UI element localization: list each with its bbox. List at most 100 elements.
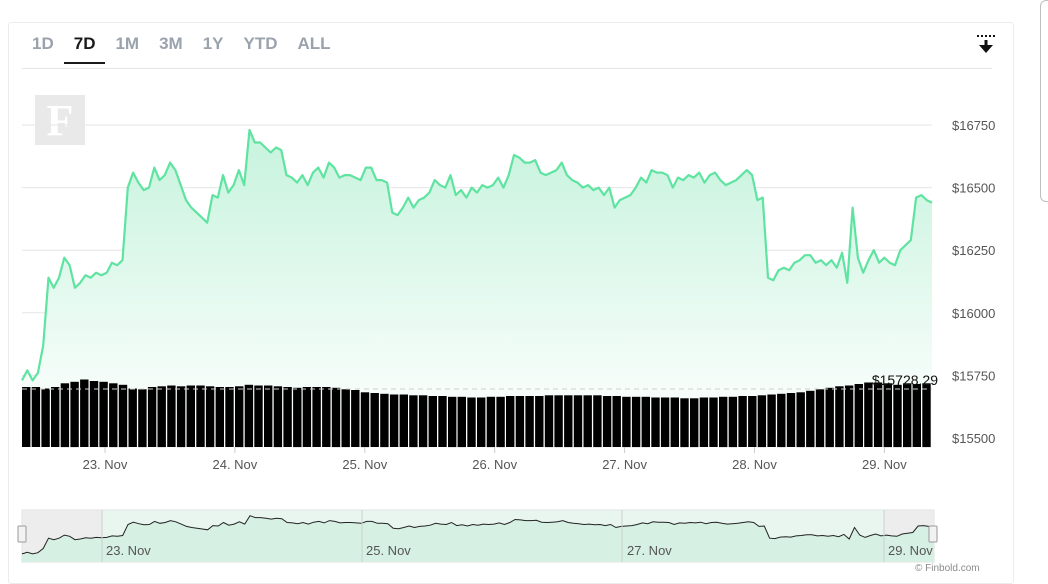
navigator-label: 29. Nov <box>888 543 933 558</box>
navigator-handle-left[interactable] <box>17 525 27 543</box>
volume-bar <box>680 398 689 448</box>
volume-bar <box>786 393 796 447</box>
volume-bar <box>641 396 650 448</box>
volume-bar <box>118 384 128 448</box>
side-panel <box>1040 0 1048 202</box>
tab-1m[interactable]: 1M <box>115 34 140 53</box>
tab-3m[interactable]: 3M <box>159 34 183 53</box>
volume-bar <box>602 396 612 447</box>
volume-bar <box>138 389 147 448</box>
y-tick-label: $16500 <box>952 181 995 196</box>
volume-bar <box>825 387 834 448</box>
volume-bar <box>167 385 176 447</box>
price-line <box>21 128 933 382</box>
volume-bar <box>215 387 224 447</box>
volume-bar <box>128 388 137 447</box>
navigator-line <box>21 515 935 555</box>
volume-bar <box>767 394 776 447</box>
tab-all[interactable]: ALL <box>297 34 331 53</box>
volume-bar <box>70 381 79 448</box>
finbold-logo-icon: F <box>35 95 85 145</box>
tab-ytd[interactable]: YTD <box>243 34 278 53</box>
navigator-label: 27. Nov <box>627 543 672 558</box>
volume-bar <box>448 396 457 448</box>
volume-bar <box>612 396 621 447</box>
volume-bar <box>748 396 757 447</box>
x-tick-label: 25. Nov <box>342 457 387 472</box>
x-tick-label: 28. Nov <box>732 457 777 472</box>
volume-bar <box>554 395 563 448</box>
download-icon[interactable] <box>974 32 998 58</box>
navigator-label: 23. Nov <box>106 543 151 558</box>
volume-bar <box>844 385 854 447</box>
volume-bar <box>738 396 747 447</box>
volume-bar <box>302 387 312 447</box>
volume-bar <box>806 390 815 448</box>
volume-bar <box>496 396 505 448</box>
volume-bar <box>89 381 99 447</box>
volume-bar <box>80 379 89 447</box>
volume-bar <box>360 392 370 448</box>
volume-bar <box>438 396 447 447</box>
credit-label: © Finbold.com <box>915 563 980 574</box>
volume-bar <box>428 396 437 447</box>
volume-bar <box>205 386 215 448</box>
x-tick-label: 24. Nov <box>212 457 257 472</box>
volume-bar <box>922 383 931 448</box>
volume-bar <box>622 396 631 448</box>
volume-bar <box>506 396 515 447</box>
volume-bar <box>709 397 718 447</box>
volume-bar <box>864 382 873 447</box>
range-tabs: 1D 7D 1M 3M 1Y YTD ALL <box>22 30 341 68</box>
navigator-handle-right[interactable] <box>928 525 938 543</box>
current-price-label: $15728.29 <box>872 372 938 388</box>
volume-bar <box>835 386 844 448</box>
volume-bar <box>796 392 805 448</box>
volume-bar <box>157 386 166 448</box>
volume-bar <box>186 385 195 447</box>
volume-bar <box>477 397 486 447</box>
volume-bar <box>854 384 863 447</box>
volume-bar <box>535 396 544 447</box>
volume-bar <box>690 398 699 448</box>
volume-bar <box>418 395 428 448</box>
volume-bar <box>351 390 360 447</box>
volume-bar <box>544 395 554 448</box>
volume-bar <box>651 397 660 447</box>
tabs-divider <box>22 68 992 69</box>
navigator-area <box>22 515 934 562</box>
volume-bar <box>728 396 738 448</box>
volume-bar <box>370 393 379 447</box>
volume-bar <box>225 387 234 447</box>
volume-bar <box>593 395 602 448</box>
volume-bar <box>196 385 205 447</box>
volume-bar <box>380 393 389 448</box>
volume-bar <box>389 394 399 447</box>
volume-bar <box>51 387 60 447</box>
volume-bar <box>467 397 476 447</box>
tab-1y[interactable]: 1Y <box>202 34 224 53</box>
y-tick-label: $16000 <box>952 306 995 321</box>
volume-bar <box>312 387 321 447</box>
tab-7d[interactable]: 7D <box>63 30 106 64</box>
volume-bar <box>893 384 902 448</box>
volume-bar <box>293 387 302 448</box>
volume-bar <box>631 396 641 448</box>
tab-1d[interactable]: 1D <box>32 34 54 53</box>
volume-bar <box>99 381 108 448</box>
y-tick-label: $16250 <box>952 243 995 258</box>
volume-bar <box>670 397 679 447</box>
volume-bar <box>341 389 350 448</box>
volume-bar <box>409 395 418 448</box>
volume-bar <box>525 396 534 447</box>
volume-bar <box>903 383 912 448</box>
volume-bar <box>322 387 331 447</box>
volume-bar <box>273 386 283 448</box>
volume-bar <box>757 395 767 448</box>
price-area <box>22 130 932 438</box>
volume-bar <box>573 395 583 448</box>
volume-bar <box>41 388 50 447</box>
volume-bar <box>583 395 592 448</box>
volume-bar <box>254 385 263 447</box>
